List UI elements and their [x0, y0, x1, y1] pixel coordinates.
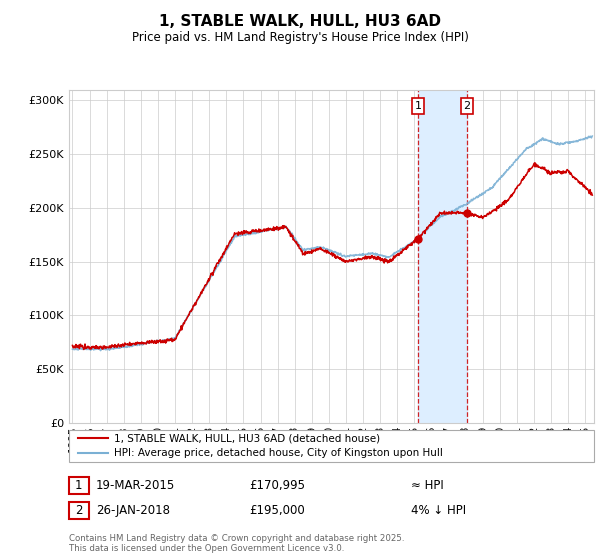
Text: ≈ HPI: ≈ HPI — [411, 479, 444, 492]
Text: Price paid vs. HM Land Registry's House Price Index (HPI): Price paid vs. HM Land Registry's House … — [131, 31, 469, 44]
Text: 4% ↓ HPI: 4% ↓ HPI — [411, 504, 466, 517]
Text: HPI: Average price, detached house, City of Kingston upon Hull: HPI: Average price, detached house, City… — [114, 448, 443, 458]
Text: £195,000: £195,000 — [249, 504, 305, 517]
Text: 2: 2 — [463, 101, 470, 111]
Text: Contains HM Land Registry data © Crown copyright and database right 2025.
This d: Contains HM Land Registry data © Crown c… — [69, 534, 404, 553]
Text: 2: 2 — [75, 504, 83, 517]
Text: 19-MAR-2015: 19-MAR-2015 — [96, 479, 175, 492]
Bar — [418, 90, 467, 423]
Text: 26-JAN-2018: 26-JAN-2018 — [96, 504, 170, 517]
Text: 1: 1 — [415, 101, 422, 111]
Text: 1, STABLE WALK, HULL, HU3 6AD: 1, STABLE WALK, HULL, HU3 6AD — [159, 14, 441, 29]
Text: 1: 1 — [75, 479, 83, 492]
Text: £170,995: £170,995 — [249, 479, 305, 492]
Text: 1, STABLE WALK, HULL, HU3 6AD (detached house): 1, STABLE WALK, HULL, HU3 6AD (detached … — [114, 433, 380, 444]
